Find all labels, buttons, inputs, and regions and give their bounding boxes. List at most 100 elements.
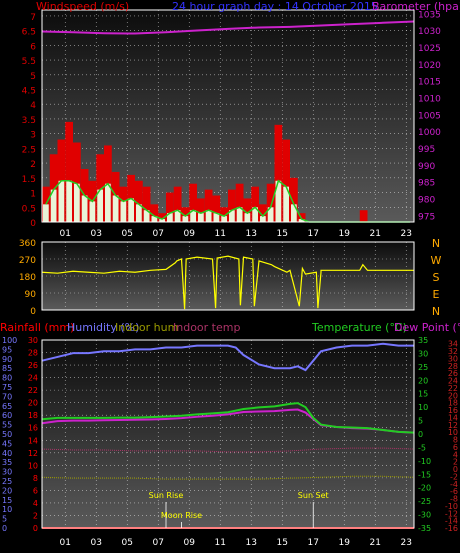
- wind-gust-bar: [166, 192, 174, 222]
- wind-right-tick-label: 990: [418, 162, 435, 172]
- dewpoint-tick-label: 0: [453, 465, 458, 474]
- humidity-tick-label: 75: [2, 383, 12, 392]
- dewpoint-tick-label: 22: [448, 384, 458, 393]
- wind-left-tick-label: 1: [30, 190, 36, 200]
- humidity-tick-label: 15: [2, 496, 12, 505]
- rainfall-tick-label: 26: [28, 361, 38, 370]
- wind-average-bar: [120, 201, 127, 222]
- humidity-tick-label: 95: [2, 345, 12, 354]
- wind-hour-label: 09: [184, 229, 196, 239]
- wind-left-tick-label: 4: [30, 101, 36, 111]
- wind-left-tick-label: 3.5: [22, 116, 36, 126]
- temperature-tick-label: 30: [418, 349, 428, 358]
- wind-left-tick-label: 2: [30, 160, 36, 170]
- humidity-line: [41, 342, 414, 372]
- temp-grid: [42, 339, 414, 529]
- wind-left-tick-label: 0: [30, 219, 36, 229]
- wind-hour-label: 15: [277, 229, 288, 239]
- temperature-tick-label: 5: [418, 417, 423, 426]
- humidity-tick-label: 90: [2, 355, 12, 364]
- wind-average-bar: [190, 210, 196, 222]
- wind-right-tick-label: 1000: [418, 128, 441, 138]
- dir-left-tick-label: 0: [30, 307, 36, 317]
- wind-average-bar: [252, 207, 258, 222]
- wind-left-tick-label: 4.5: [22, 87, 36, 97]
- wind-right-tick-label: 1015: [418, 78, 441, 88]
- temperature-tick-label: 20: [418, 376, 428, 385]
- wind-gust-bar: [73, 142, 81, 222]
- wind-right-tick-label: 1010: [418, 94, 441, 104]
- wind-gust-bar: [235, 183, 244, 222]
- wind-left-tick-label: 7: [30, 13, 36, 23]
- wind-gust-bar: [251, 186, 259, 222]
- wind-average-bar: [298, 219, 305, 222]
- wind-gust-bar: [189, 183, 197, 222]
- wind-direction-line: [41, 255, 414, 310]
- rainfall-tick-label: 30: [28, 336, 38, 345]
- humidity-tick-label: 45: [2, 439, 12, 448]
- annotation-label: Moon Rise: [161, 511, 202, 520]
- humidity-tick-label: 40: [2, 449, 12, 458]
- temp-hour-label: 09: [184, 538, 196, 548]
- dewpoint-tick-label: -8: [450, 495, 458, 504]
- wind-right-axis-label: Barometer (hpa): [372, 0, 460, 13]
- temp-hour-label: 11: [215, 538, 226, 548]
- temperature-line: [41, 402, 415, 434]
- temperature-tick-label: -30: [418, 511, 431, 520]
- wind-average-bar: [213, 213, 220, 222]
- temperature-tick-label: 10: [418, 403, 428, 412]
- wind-right-tick-label: 1025: [418, 44, 441, 54]
- temp-hour-label: 03: [91, 538, 102, 548]
- dewpoint-tick-label: 16: [448, 406, 458, 415]
- temperature-tick-label: 35: [418, 336, 428, 345]
- dir-compass-letter: N: [432, 305, 440, 318]
- humidity-tick-label: 85: [2, 364, 12, 373]
- temp-plot-border: [41, 339, 415, 529]
- wind-average-bar: [198, 213, 204, 222]
- temperature-tick-label: 0: [418, 430, 423, 439]
- dewpoint-tick-label: -12: [445, 509, 458, 518]
- wind-left-tick-label: 2.5: [22, 145, 36, 155]
- dir-left-tick-label: 180: [19, 273, 36, 283]
- wind-gust-bar: [96, 154, 104, 222]
- dewpoint-tick-label: 28: [448, 362, 458, 371]
- humidity-tick-label: 20: [2, 486, 12, 495]
- temperature-tick-label: -35: [418, 524, 431, 533]
- wind-average-bar: [159, 219, 165, 222]
- wind-axes: 7 6.5 6 5.5 5 4.5 4 3.5 3 2.5 2 1.5 1 0.5 0 1035 1030 102…: [22, 10, 442, 239]
- dewpoint-axis-label: Dew Point (°C): [394, 321, 460, 334]
- dewpoint-tick-label: 2: [453, 458, 458, 467]
- wind-gust-bar: [49, 154, 58, 222]
- rainfall-tick-label: 4: [33, 499, 38, 508]
- temperature-tick-label: 25: [418, 363, 428, 372]
- dir-left-tick-label: 270: [19, 256, 36, 266]
- humidity-tick-label: 55: [2, 421, 12, 430]
- humidity-tick-label: 80: [2, 374, 12, 383]
- rainfall-tick-label: 18: [28, 411, 38, 420]
- dir-compass-letter: S: [433, 271, 440, 284]
- temp-hour-label: 05: [122, 538, 133, 548]
- temp-hour-label: 17: [308, 538, 319, 548]
- temperature-tick-label: -25: [418, 497, 431, 506]
- wind-gust-bar: [243, 198, 252, 222]
- wind-hour-label: 11: [215, 229, 226, 239]
- wind-average-bar: [236, 207, 243, 222]
- wind-average-bar: [275, 180, 282, 222]
- dewpoint-tick-label: 26: [448, 369, 458, 378]
- temp-axes: 3028262422201816141210864201009590858075…: [2, 336, 458, 548]
- dir-plot-border: [41, 241, 415, 311]
- temperature-tick-label: -20: [418, 484, 431, 493]
- wind-average-bar: [128, 198, 134, 222]
- rainfall-tick-label: 12: [28, 449, 38, 458]
- wind-hour-label: 23: [401, 229, 412, 239]
- wind-gust-bar: [197, 198, 205, 222]
- wind-gust-bar: [259, 204, 267, 222]
- wind-average-bar: [229, 210, 235, 222]
- temp-hour-label: 23: [401, 538, 412, 548]
- dewpoint-tick-label: 32: [448, 347, 458, 356]
- humidity-tick-label: 0: [2, 524, 7, 533]
- dewpoint-tick-label: 6: [453, 443, 458, 452]
- wind-gust-bar: [290, 177, 298, 222]
- wind-average-bar: [50, 189, 57, 222]
